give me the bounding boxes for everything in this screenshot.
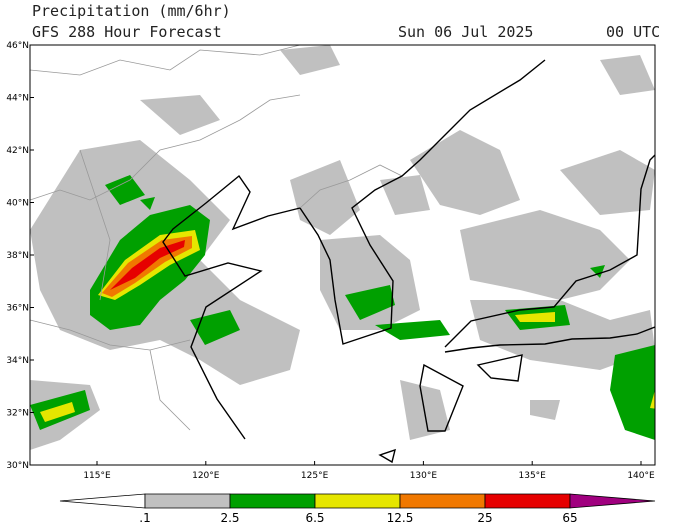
colorbar: .1 2.5 6.5 12.5 25 65 bbox=[59, 493, 656, 525]
colorbar-swatch bbox=[144, 493, 231, 509]
coastlines bbox=[162, 59, 655, 464]
lat-label: 30°N bbox=[6, 461, 29, 471]
colorbar-label: 12.5 bbox=[387, 511, 414, 525]
lat-label: 38°N bbox=[6, 251, 29, 261]
lon-label: 140°E bbox=[627, 471, 655, 481]
colorbar-swatch bbox=[59, 493, 146, 509]
lon-label: 120°E bbox=[192, 471, 220, 481]
subtitle: GFS 288 Hour Forecast bbox=[32, 23, 222, 41]
lat-label: 36°N bbox=[6, 304, 29, 314]
colorbar-swatch bbox=[229, 493, 316, 509]
lat-label: 42°N bbox=[6, 146, 29, 156]
lat-label: 46°N bbox=[6, 41, 29, 51]
colorbar-swatch bbox=[314, 493, 401, 509]
lon-label: 125°E bbox=[301, 471, 329, 481]
lat-label: 32°N bbox=[6, 409, 29, 419]
lon-label: 135°E bbox=[519, 471, 547, 481]
graticule-labels: 46°N 44°N 42°N 40°N 38°N 36°N 34°N 32°N 30°N 115°… bbox=[6, 41, 655, 481]
time: 00 UTC bbox=[606, 23, 660, 41]
colorbar-swatch bbox=[484, 493, 571, 509]
date: Sun 06 Jul 2025 bbox=[398, 23, 533, 41]
title: Precipitation (mm/6hr) bbox=[32, 2, 231, 20]
map-area bbox=[30, 45, 655, 465]
extreme-precip bbox=[110, 240, 185, 290]
lat-label: 40°N bbox=[6, 199, 29, 209]
borders bbox=[30, 45, 403, 431]
colorbar-label: 25 bbox=[477, 511, 492, 525]
lon-label: 130°E bbox=[410, 471, 438, 481]
colorbar-label: .1 bbox=[139, 511, 150, 525]
colorbar-swatch bbox=[569, 493, 656, 509]
colorbar-label: 2.5 bbox=[220, 511, 239, 525]
colorbar-swatch bbox=[399, 493, 486, 509]
lon-label: 115°E bbox=[83, 471, 111, 481]
lat-label: 34°N bbox=[6, 356, 29, 366]
colorbar-label: 6.5 bbox=[305, 511, 324, 525]
lat-label: 44°N bbox=[6, 94, 29, 104]
colorbar-label: 65 bbox=[562, 511, 577, 525]
